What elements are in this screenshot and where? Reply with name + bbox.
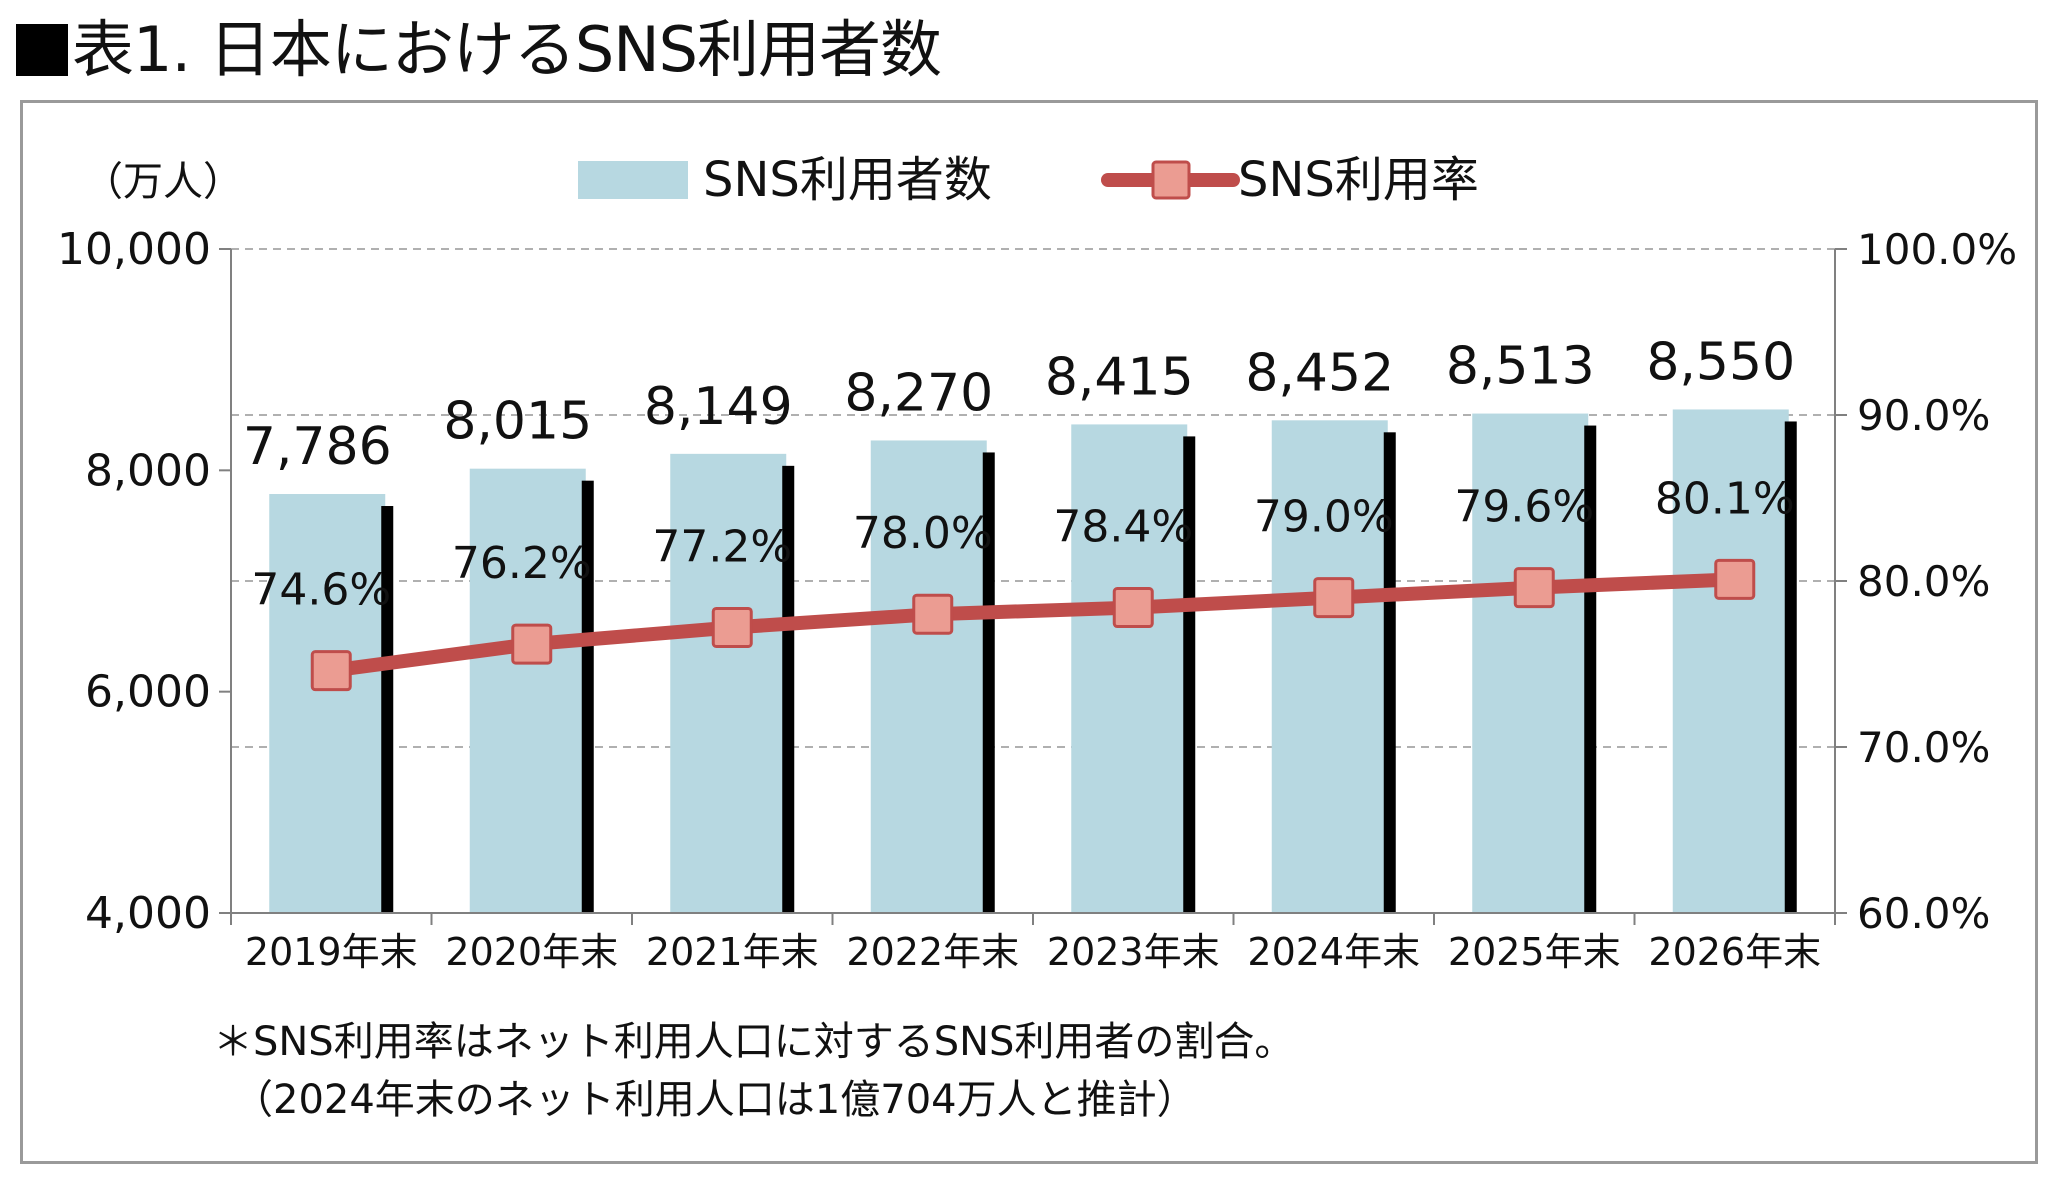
data-label-user-count: 8,149	[644, 377, 793, 437]
x-axis-tick-label: 2022年末	[846, 930, 1019, 974]
bar-user-count	[1071, 424, 1188, 913]
data-label-usage-rate: 74.6%	[251, 565, 391, 616]
data-label-usage-rate: 79.6%	[1454, 482, 1594, 533]
bar-user-count	[269, 494, 386, 913]
title-square-icon	[16, 24, 68, 76]
page-title: 表1. 日本におけるSNS利用者数	[16, 8, 942, 92]
line-usage-rate	[324, 572, 1742, 678]
right-axis-tick-label: 70.0%	[1857, 723, 1990, 772]
x-axis-tick-label: 2019年末	[245, 930, 418, 974]
right-axis-tick-label: 80.0%	[1857, 557, 1990, 606]
marker-usage-rate	[711, 606, 753, 648]
bar-shadow	[982, 452, 995, 913]
bar-user-count	[670, 453, 787, 913]
data-label-usage-rate: 76.2%	[452, 538, 592, 589]
data-label-user-count: 8,415	[1045, 347, 1194, 407]
bar-shadow	[581, 480, 594, 913]
data-label-user-count: 8,270	[844, 363, 993, 423]
footnote-rate-definition: ＊SNS利用率はネット利用人口に対するSNS利用者の割合。	[213, 1019, 1295, 1065]
data-label-user-count: 8,550	[1646, 332, 1795, 392]
left-axis-unit-label: （万人）	[83, 159, 243, 205]
combo-chart: 7,786 8,015 8,149 8,270 8,415 8,452 8,513 8,550…	[57, 152, 2017, 974]
bar-user-count	[1472, 413, 1589, 913]
marker-usage-rate	[1112, 587, 1154, 629]
marker-usage-rate	[1513, 567, 1555, 609]
right-axis-tick-label: 100.0%	[1857, 225, 2017, 274]
data-label-usage-rate: 78.4%	[1053, 502, 1193, 553]
chart-frame: （万人） 7,786 8,015 8,149 8,270 8,415 8,452 8,513…	[20, 100, 2038, 1164]
bar-user-count	[1271, 420, 1388, 913]
data-label-user-count: 8,452	[1245, 343, 1394, 403]
data-label-user-count: 7,786	[243, 417, 392, 477]
x-axis-tick-label: 2026年末	[1648, 930, 1821, 974]
bar-shadow	[1784, 421, 1797, 913]
marker-usage-rate	[912, 593, 954, 635]
footnote-net-population: （2024年末のネット利用人口は1億704万人と推計）	[233, 1077, 1197, 1123]
marker-usage-rate	[511, 623, 553, 665]
bar-user-count	[1672, 409, 1789, 913]
data-label-usage-rate: 77.2%	[652, 521, 792, 572]
bar-user-count	[469, 468, 586, 913]
data-label-user-count: 8,015	[443, 392, 592, 452]
bar-shadow	[381, 506, 394, 913]
bar-user-count	[870, 440, 987, 913]
right-axis-tick-label: 90.0%	[1857, 391, 1990, 440]
x-axis-tick-label: 2025年末	[1448, 930, 1621, 974]
marker-usage-rate	[1313, 577, 1355, 619]
data-label-usage-rate: 78.0%	[853, 508, 993, 559]
legend-marker-usage-rate	[1151, 160, 1191, 200]
marker-usage-rate	[310, 650, 352, 692]
legend-label-user-count: SNS利用者数	[703, 152, 992, 208]
left-axis-tick-label: 8,000	[85, 445, 211, 496]
legend-label-usage-rate: SNS利用率	[1238, 152, 1479, 208]
left-axis-tick-label: 10,000	[57, 224, 211, 275]
marker-usage-rate	[1714, 558, 1756, 600]
data-label-usage-rate: 79.0%	[1254, 492, 1394, 543]
x-axis-tick-label: 2023年末	[1047, 930, 1220, 974]
bar-shadow	[1584, 425, 1597, 913]
right-axis-tick-label: 60.0%	[1857, 889, 1990, 938]
bar-shadow	[1383, 432, 1396, 913]
bar-shadow	[782, 465, 795, 913]
left-axis-tick-label: 6,000	[85, 667, 211, 718]
x-axis-tick-label: 2021年末	[646, 930, 819, 974]
page-title-text: 表1. 日本におけるSNS利用者数	[72, 13, 942, 86]
data-label-user-count: 8,513	[1446, 337, 1595, 397]
left-axis-tick-label: 4,000	[85, 888, 211, 939]
data-label-usage-rate: 80.1%	[1655, 473, 1795, 524]
bar-shadow	[1183, 436, 1196, 913]
x-axis-tick-label: 2024年末	[1247, 930, 1420, 974]
legend-swatch-user-count	[578, 161, 688, 199]
x-axis-tick-label: 2020年末	[445, 930, 618, 974]
